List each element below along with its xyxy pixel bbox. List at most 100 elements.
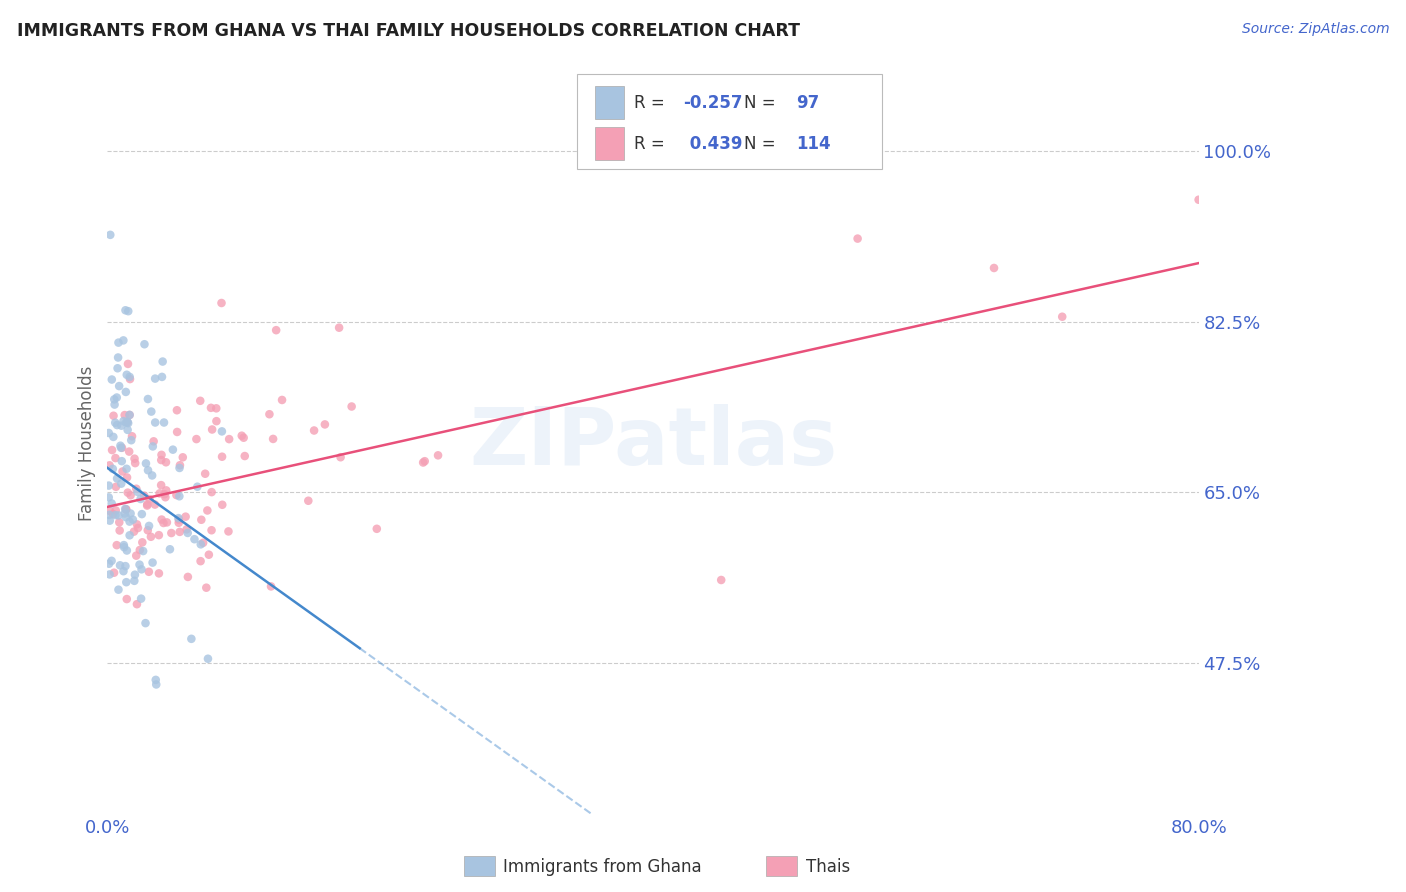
Point <box>125 549 148 563</box>
Point <box>114 502 136 516</box>
Point <box>112 564 135 578</box>
Point <box>427 448 450 462</box>
Point <box>110 418 132 433</box>
Point <box>145 677 167 691</box>
Point <box>107 335 129 350</box>
Point <box>167 513 190 527</box>
Point <box>200 523 222 537</box>
Point <box>1050 310 1073 324</box>
Point <box>166 403 188 417</box>
Point <box>160 526 183 541</box>
Point <box>128 558 150 572</box>
Point <box>117 485 139 500</box>
Point <box>983 260 1005 275</box>
Point <box>118 370 141 384</box>
Point <box>302 424 325 438</box>
Point <box>169 458 191 473</box>
Point <box>122 513 145 527</box>
Point <box>117 415 139 429</box>
Point <box>105 391 128 405</box>
Point <box>205 414 228 428</box>
Point <box>98 508 121 522</box>
Point <box>114 559 136 574</box>
Point <box>314 417 336 432</box>
Point <box>97 425 120 440</box>
Point <box>105 418 128 433</box>
Point <box>111 441 134 455</box>
Point <box>155 455 177 469</box>
Point <box>217 524 239 539</box>
Point <box>167 516 190 530</box>
Point <box>122 524 145 539</box>
Point <box>195 581 218 595</box>
Point <box>117 423 139 437</box>
Point <box>104 451 127 466</box>
Text: IMMIGRANTS FROM GHANA VS THAI FAMILY HOUSEHOLDS CORRELATION CHART: IMMIGRANTS FROM GHANA VS THAI FAMILY HOU… <box>17 22 800 40</box>
Point <box>329 450 352 465</box>
Point <box>103 566 125 580</box>
Point <box>108 516 131 530</box>
Point <box>132 544 155 558</box>
Point <box>201 422 224 436</box>
Point <box>115 502 138 516</box>
Point <box>218 432 240 446</box>
Point <box>129 491 152 506</box>
Point <box>114 384 136 399</box>
Point <box>340 400 363 414</box>
Point <box>114 303 136 318</box>
Point <box>211 450 233 464</box>
Point <box>129 591 152 606</box>
Text: 97: 97 <box>796 94 820 112</box>
Point <box>107 361 129 376</box>
Point <box>136 463 159 477</box>
Point <box>118 444 141 458</box>
Point <box>232 431 254 445</box>
Point <box>103 392 125 407</box>
Point <box>142 556 165 570</box>
Point <box>115 592 138 607</box>
Point <box>177 525 200 540</box>
Point <box>120 507 142 521</box>
Point <box>136 392 159 406</box>
Point <box>117 415 139 429</box>
Point <box>117 357 139 371</box>
Point <box>155 483 177 498</box>
Point <box>167 511 190 525</box>
Point <box>143 498 166 512</box>
Point <box>198 548 221 562</box>
Point <box>114 507 136 521</box>
Point <box>134 489 156 503</box>
Point <box>846 231 869 245</box>
Point <box>104 503 127 517</box>
Point <box>155 490 177 504</box>
Point <box>112 538 135 552</box>
Point <box>110 439 132 453</box>
Point <box>366 522 388 536</box>
Point <box>105 471 128 485</box>
Point <box>297 493 319 508</box>
Point <box>328 320 350 334</box>
Point <box>139 530 162 544</box>
Point <box>118 528 141 542</box>
Point <box>124 451 146 466</box>
Point <box>159 542 181 557</box>
Point <box>148 566 170 581</box>
Point <box>183 532 205 546</box>
Point <box>150 448 173 462</box>
Text: R =: R = <box>634 135 671 153</box>
Point <box>104 416 127 430</box>
Point <box>115 416 138 430</box>
Point <box>118 408 141 422</box>
Point <box>200 401 222 415</box>
Bar <box>595 86 623 120</box>
Point <box>125 597 148 611</box>
Point <box>188 393 211 408</box>
Point <box>271 392 294 407</box>
Point <box>412 456 434 470</box>
Point <box>107 508 129 523</box>
Point <box>120 488 142 502</box>
Point <box>153 416 176 430</box>
Point <box>131 562 153 576</box>
Point <box>186 432 208 446</box>
Point <box>143 416 166 430</box>
